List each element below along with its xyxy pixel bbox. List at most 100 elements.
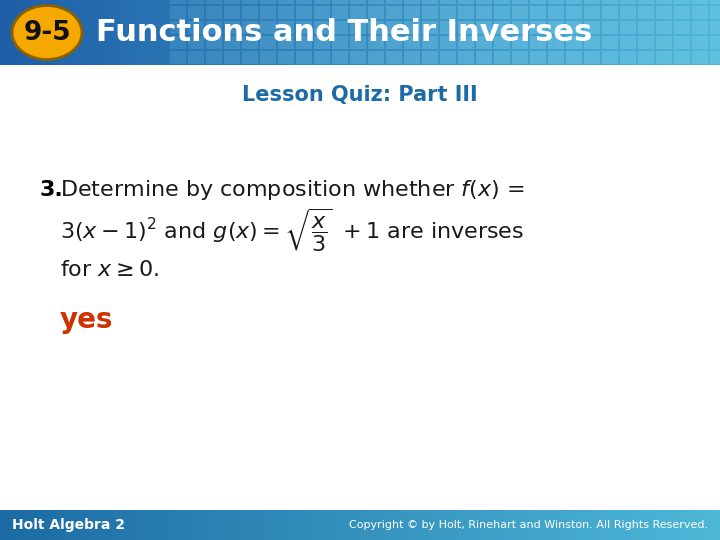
Bar bbox=[656, 0, 672, 4]
Bar bbox=[404, 0, 420, 4]
Bar bbox=[350, 21, 366, 34]
Bar bbox=[476, 6, 492, 19]
Bar bbox=[386, 36, 402, 49]
Bar bbox=[620, 0, 636, 4]
Bar bbox=[476, 0, 492, 4]
Bar bbox=[170, 0, 186, 4]
Bar bbox=[206, 6, 222, 19]
Bar bbox=[368, 51, 384, 64]
Bar bbox=[566, 21, 582, 34]
Bar bbox=[170, 6, 186, 19]
Bar bbox=[494, 36, 510, 49]
Bar bbox=[692, 36, 708, 49]
Bar bbox=[188, 6, 204, 19]
Bar bbox=[674, 21, 690, 34]
Bar bbox=[566, 6, 582, 19]
Bar bbox=[548, 36, 564, 49]
Bar bbox=[620, 51, 636, 64]
Bar bbox=[242, 6, 258, 19]
Bar bbox=[494, 51, 510, 64]
Bar bbox=[242, 36, 258, 49]
Bar bbox=[332, 51, 348, 64]
Bar bbox=[296, 6, 312, 19]
Bar bbox=[602, 51, 618, 64]
Bar bbox=[656, 6, 672, 19]
Bar bbox=[260, 21, 276, 34]
Text: for $x \geq 0$.: for $x \geq 0$. bbox=[60, 260, 159, 280]
Bar bbox=[530, 0, 546, 4]
Text: 9-5: 9-5 bbox=[23, 19, 71, 45]
Bar bbox=[458, 6, 474, 19]
Bar bbox=[440, 21, 456, 34]
Bar bbox=[458, 51, 474, 64]
Bar bbox=[224, 6, 240, 19]
Bar bbox=[674, 6, 690, 19]
Bar bbox=[314, 36, 330, 49]
Bar bbox=[602, 6, 618, 19]
Bar bbox=[314, 0, 330, 4]
Bar bbox=[170, 21, 186, 34]
Bar bbox=[512, 36, 528, 49]
Bar bbox=[458, 21, 474, 34]
Bar bbox=[620, 21, 636, 34]
Bar bbox=[350, 6, 366, 19]
Bar bbox=[206, 21, 222, 34]
Bar bbox=[602, 21, 618, 34]
Bar bbox=[422, 36, 438, 49]
Bar bbox=[620, 6, 636, 19]
Bar bbox=[692, 0, 708, 4]
Bar bbox=[512, 21, 528, 34]
Bar bbox=[260, 51, 276, 64]
Bar bbox=[548, 51, 564, 64]
Bar bbox=[332, 0, 348, 4]
Bar bbox=[710, 0, 720, 4]
Bar bbox=[458, 36, 474, 49]
Bar bbox=[584, 36, 600, 49]
Bar bbox=[638, 6, 654, 19]
Bar bbox=[710, 21, 720, 34]
Text: 3.: 3. bbox=[40, 180, 64, 200]
Bar bbox=[440, 36, 456, 49]
Bar bbox=[440, 51, 456, 64]
Text: Determine by composition whether $f$($x$) =: Determine by composition whether $f$($x$… bbox=[60, 178, 525, 202]
Bar bbox=[296, 0, 312, 4]
Bar bbox=[386, 0, 402, 4]
Bar bbox=[530, 36, 546, 49]
Bar bbox=[440, 6, 456, 19]
Bar bbox=[386, 51, 402, 64]
Bar bbox=[206, 0, 222, 4]
Bar bbox=[260, 0, 276, 4]
Bar bbox=[584, 0, 600, 4]
Bar bbox=[278, 6, 294, 19]
Bar bbox=[530, 21, 546, 34]
Bar bbox=[584, 21, 600, 34]
Bar bbox=[710, 51, 720, 64]
Bar bbox=[350, 36, 366, 49]
Bar bbox=[296, 21, 312, 34]
Bar bbox=[188, 21, 204, 34]
Bar bbox=[188, 0, 204, 4]
Bar bbox=[548, 6, 564, 19]
Bar bbox=[368, 36, 384, 49]
Bar bbox=[278, 21, 294, 34]
Bar bbox=[278, 0, 294, 4]
Bar bbox=[386, 6, 402, 19]
Bar bbox=[494, 21, 510, 34]
Bar bbox=[260, 36, 276, 49]
Bar bbox=[476, 21, 492, 34]
Bar bbox=[710, 36, 720, 49]
Bar bbox=[512, 6, 528, 19]
Bar bbox=[656, 36, 672, 49]
Bar bbox=[692, 21, 708, 34]
Bar bbox=[494, 0, 510, 4]
Bar bbox=[494, 6, 510, 19]
Bar bbox=[404, 21, 420, 34]
Text: Copyright © by Holt, Rinehart and Winston. All Rights Reserved.: Copyright © by Holt, Rinehart and Winsto… bbox=[349, 520, 708, 530]
Text: $3(x - 1)^2$ and $g(x) = \sqrt{\dfrac{x}{3}}\ +1$ are inverses: $3(x - 1)^2$ and $g(x) = \sqrt{\dfrac{x}… bbox=[60, 206, 524, 254]
Bar bbox=[638, 21, 654, 34]
Bar bbox=[422, 0, 438, 4]
Bar bbox=[692, 6, 708, 19]
Bar bbox=[278, 51, 294, 64]
Bar bbox=[404, 51, 420, 64]
Bar bbox=[674, 36, 690, 49]
